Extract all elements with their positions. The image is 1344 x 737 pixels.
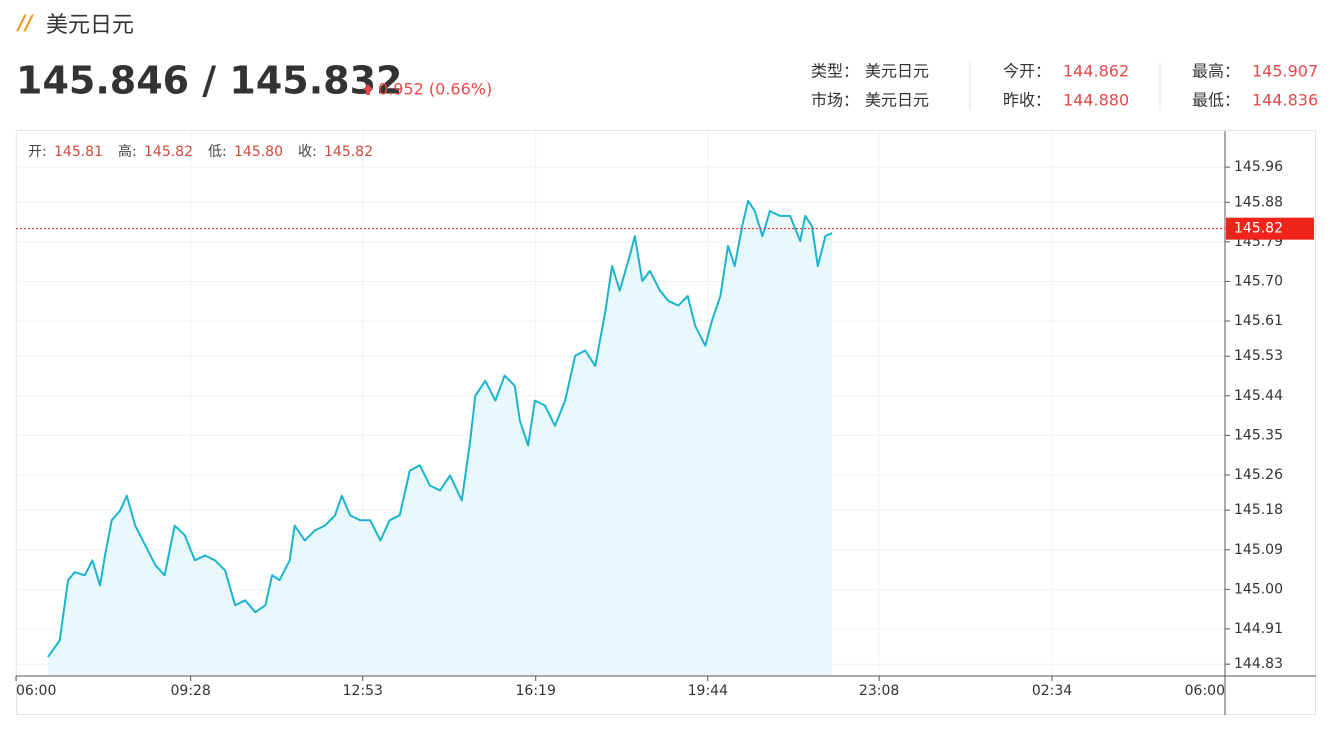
y-tick-label: 145.26	[1234, 467, 1283, 483]
y-tick-label: 145.35	[1234, 427, 1283, 443]
info-value: 美元日元	[865, 62, 929, 81]
plot: 144.83 144.91 145.00 145.09 145.18 145.26 145.…	[15, 131, 1316, 715]
info-label: 类型：	[811, 62, 859, 81]
info-label: 最低：	[1192, 91, 1240, 110]
y-tick-label: 145.70	[1234, 273, 1283, 289]
x-tick-label: 02:34	[1032, 683, 1072, 699]
y-tick-label: 145.18	[1234, 502, 1283, 518]
ohlc-label: 高:	[118, 143, 137, 160]
ohlc-label: 开:	[28, 144, 47, 160]
last-price-box	[1226, 217, 1314, 240]
y-tick-label: 145.00	[1234, 581, 1283, 597]
x-tick-label: 09:28	[170, 683, 210, 699]
x-tick-label: 16:19	[516, 683, 556, 699]
info-label: 今开：	[1003, 62, 1051, 81]
ohlc-value: 145.81	[54, 144, 103, 160]
y-tick-label: 145.44	[1234, 388, 1283, 404]
x-tick-label: 06:00	[1185, 683, 1225, 699]
y-tick-label: 145.96	[1234, 159, 1283, 175]
y-tick-label: 145.61	[1234, 313, 1283, 329]
ohlc-label: 低:	[208, 144, 227, 160]
title: 美元日元	[46, 13, 134, 38]
info-value: 144.862	[1063, 62, 1129, 81]
info-value: 144.880	[1063, 91, 1129, 110]
info-value: 145.907	[1252, 62, 1318, 81]
ohlc-value: 145.82	[144, 144, 193, 160]
info-label: 昨收：	[1003, 91, 1051, 110]
y-tick-label: 144.91	[1234, 621, 1283, 637]
y-tick-label: 145.53	[1234, 348, 1283, 364]
last-price-label: 145.82	[1234, 221, 1283, 237]
x-tick-label: 19:44	[688, 683, 728, 699]
y-tick-label: 145.88	[1234, 194, 1283, 210]
line	[47, 199, 833, 658]
info-value: 144.836	[1252, 91, 1318, 110]
up-arrow	[363, 84, 373, 95]
area	[47, 200, 833, 676]
change: 0.952 (0.66%)	[378, 80, 492, 99]
x-tick-label: 12:53	[343, 683, 383, 699]
info-value: 美元日元	[865, 91, 929, 110]
price: 145.846 / 145.832	[16, 59, 403, 103]
info-label: 最高：	[1192, 62, 1240, 81]
y-tick-label: 144.83	[1234, 656, 1283, 672]
y-tick-label: 145.09	[1234, 542, 1283, 558]
logo: //	[16, 11, 34, 35]
x-tick-label: 06:00	[16, 683, 56, 699]
x-tick-label: 23:08	[859, 683, 899, 699]
ohlc-label: 收:	[298, 144, 317, 160]
ohlc-value: 145.80	[234, 144, 283, 160]
ohlc-value: 145.82	[324, 144, 373, 160]
info-label: 市场：	[811, 91, 859, 110]
